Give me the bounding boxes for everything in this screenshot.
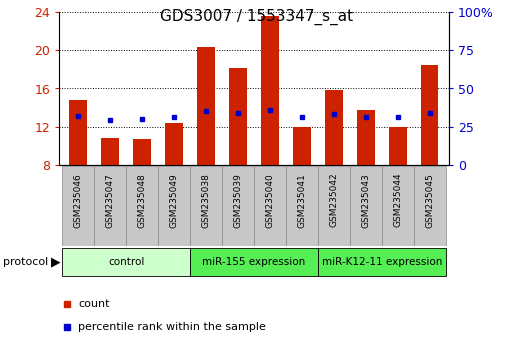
Bar (254, 166, 286, 246)
Bar (293, 126, 311, 165)
Text: GSM235049: GSM235049 (169, 173, 179, 228)
Bar (190, 248, 318, 276)
Bar (158, 166, 190, 246)
Text: percentile rank within the sample: percentile rank within the sample (78, 322, 266, 332)
Bar (421, 65, 439, 165)
Bar (62, 248, 190, 276)
Bar (325, 90, 343, 165)
Bar (318, 248, 446, 276)
Text: count: count (78, 299, 110, 309)
Text: GSM235047: GSM235047 (106, 173, 114, 228)
Text: ▶: ▶ (51, 256, 60, 269)
Text: GSM235040: GSM235040 (265, 173, 274, 228)
Bar (350, 166, 382, 246)
Bar (102, 138, 119, 165)
Bar (286, 166, 318, 246)
Text: protocol: protocol (3, 257, 48, 267)
Bar (413, 166, 446, 246)
Text: GSM235044: GSM235044 (393, 173, 402, 227)
Bar (261, 16, 279, 165)
Text: GSM235045: GSM235045 (425, 173, 434, 228)
Bar (62, 166, 94, 246)
Bar (69, 100, 87, 165)
Text: GSM235048: GSM235048 (137, 173, 147, 228)
Text: GSM235038: GSM235038 (202, 173, 210, 228)
Text: control: control (108, 257, 144, 267)
Text: miR-K12-11 expression: miR-K12-11 expression (322, 257, 442, 267)
Bar (165, 123, 183, 165)
Text: GSM235039: GSM235039 (233, 173, 243, 228)
Text: GSM235042: GSM235042 (329, 173, 339, 227)
Bar (357, 110, 374, 165)
Text: GSM235041: GSM235041 (298, 173, 306, 228)
Bar (94, 166, 126, 246)
Bar (382, 166, 413, 246)
Bar (197, 47, 215, 165)
Text: GSM235046: GSM235046 (74, 173, 83, 228)
Bar (389, 126, 406, 165)
Bar (222, 166, 254, 246)
Text: GDS3007 / 1553347_s_at: GDS3007 / 1553347_s_at (160, 9, 353, 25)
Text: miR-155 expression: miR-155 expression (202, 257, 306, 267)
Bar (318, 166, 350, 246)
Text: GSM235043: GSM235043 (361, 173, 370, 228)
Bar (229, 68, 247, 165)
Bar (190, 166, 222, 246)
Bar (126, 166, 158, 246)
Bar (133, 139, 151, 165)
